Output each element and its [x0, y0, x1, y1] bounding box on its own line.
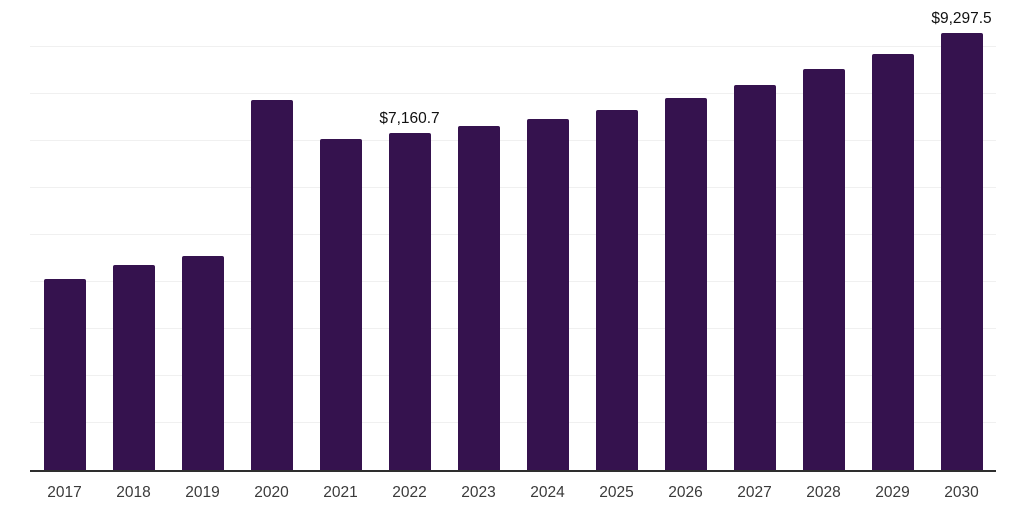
- bar-value-label-2022: $7,160.7: [379, 110, 440, 128]
- bar-2023[interactable]: [457, 125, 500, 470]
- bar-2020[interactable]: [250, 100, 293, 470]
- x-tick-label-2019: 2019: [185, 484, 220, 501]
- gridline: [30, 93, 996, 94]
- x-tick-label-2023: 2023: [461, 484, 496, 501]
- bars-container: $7,160.7 $9,297.5: [30, 0, 996, 470]
- x-axis-line: [30, 470, 996, 472]
- bar-2026[interactable]: [664, 97, 707, 470]
- bar-2027[interactable]: [733, 85, 776, 470]
- bar-column-2019: [168, 0, 237, 470]
- bar-column-2021: [306, 0, 375, 470]
- bar-column-2024: [513, 0, 582, 470]
- bar-value-label-2030: $9,297.5: [931, 10, 992, 28]
- bar-2019[interactable]: [181, 255, 224, 470]
- bar-2030[interactable]: [940, 33, 983, 470]
- gridline: [30, 328, 996, 329]
- bar-column-2023: [444, 0, 513, 470]
- x-tick-label-2021: 2021: [323, 484, 358, 501]
- x-tick-label-2028: 2028: [806, 484, 841, 501]
- x-tick-label-2026: 2026: [668, 484, 703, 501]
- bar-2017[interactable]: [43, 278, 86, 470]
- x-tick-label-2030: 2030: [944, 484, 979, 501]
- gridline: [30, 375, 996, 376]
- gridline: [30, 46, 996, 47]
- bar-column-2017: [30, 0, 99, 470]
- bar-column-2028: [789, 0, 858, 470]
- bar-2021[interactable]: [319, 139, 362, 470]
- bar-column-2025: [582, 0, 651, 470]
- gridline: [30, 281, 996, 282]
- x-tick-label-2027: 2027: [737, 484, 772, 501]
- x-tick-label-2022: 2022: [392, 484, 427, 501]
- bar-2022[interactable]: [388, 133, 431, 470]
- gridline: [30, 140, 996, 141]
- x-tick-label-2025: 2025: [599, 484, 634, 501]
- bar-2028[interactable]: [802, 69, 845, 470]
- x-tick-label-2018: 2018: [116, 484, 151, 501]
- gridline: [30, 187, 996, 188]
- x-tick-label-2029: 2029: [875, 484, 910, 501]
- bar-column-2029: [858, 0, 927, 470]
- bar-2025[interactable]: [595, 109, 638, 470]
- bar-column-2030: $9,297.5: [927, 0, 996, 470]
- bar-column-2026: [651, 0, 720, 470]
- x-tick-label-2017: 2017: [47, 484, 82, 501]
- bar-column-2020: [237, 0, 306, 470]
- x-tick-label-2024: 2024: [530, 484, 565, 501]
- bar-column-2027: [720, 0, 789, 470]
- plot-area: $7,160.7 $9,297.5: [30, 0, 996, 472]
- gridline: [30, 234, 996, 235]
- bar-2024[interactable]: [526, 118, 569, 470]
- bar-column-2022: $7,160.7: [375, 0, 444, 470]
- bar-2029[interactable]: [871, 53, 914, 470]
- x-axis-labels: 2017 2018 2019 2020 2021 2022 2023 2024 2025 2026…: [30, 472, 996, 502]
- gridline: [30, 422, 996, 423]
- bar-2018[interactable]: [112, 265, 155, 470]
- bar-column-2018: [99, 0, 168, 470]
- x-tick-label-2020: 2020: [254, 484, 289, 501]
